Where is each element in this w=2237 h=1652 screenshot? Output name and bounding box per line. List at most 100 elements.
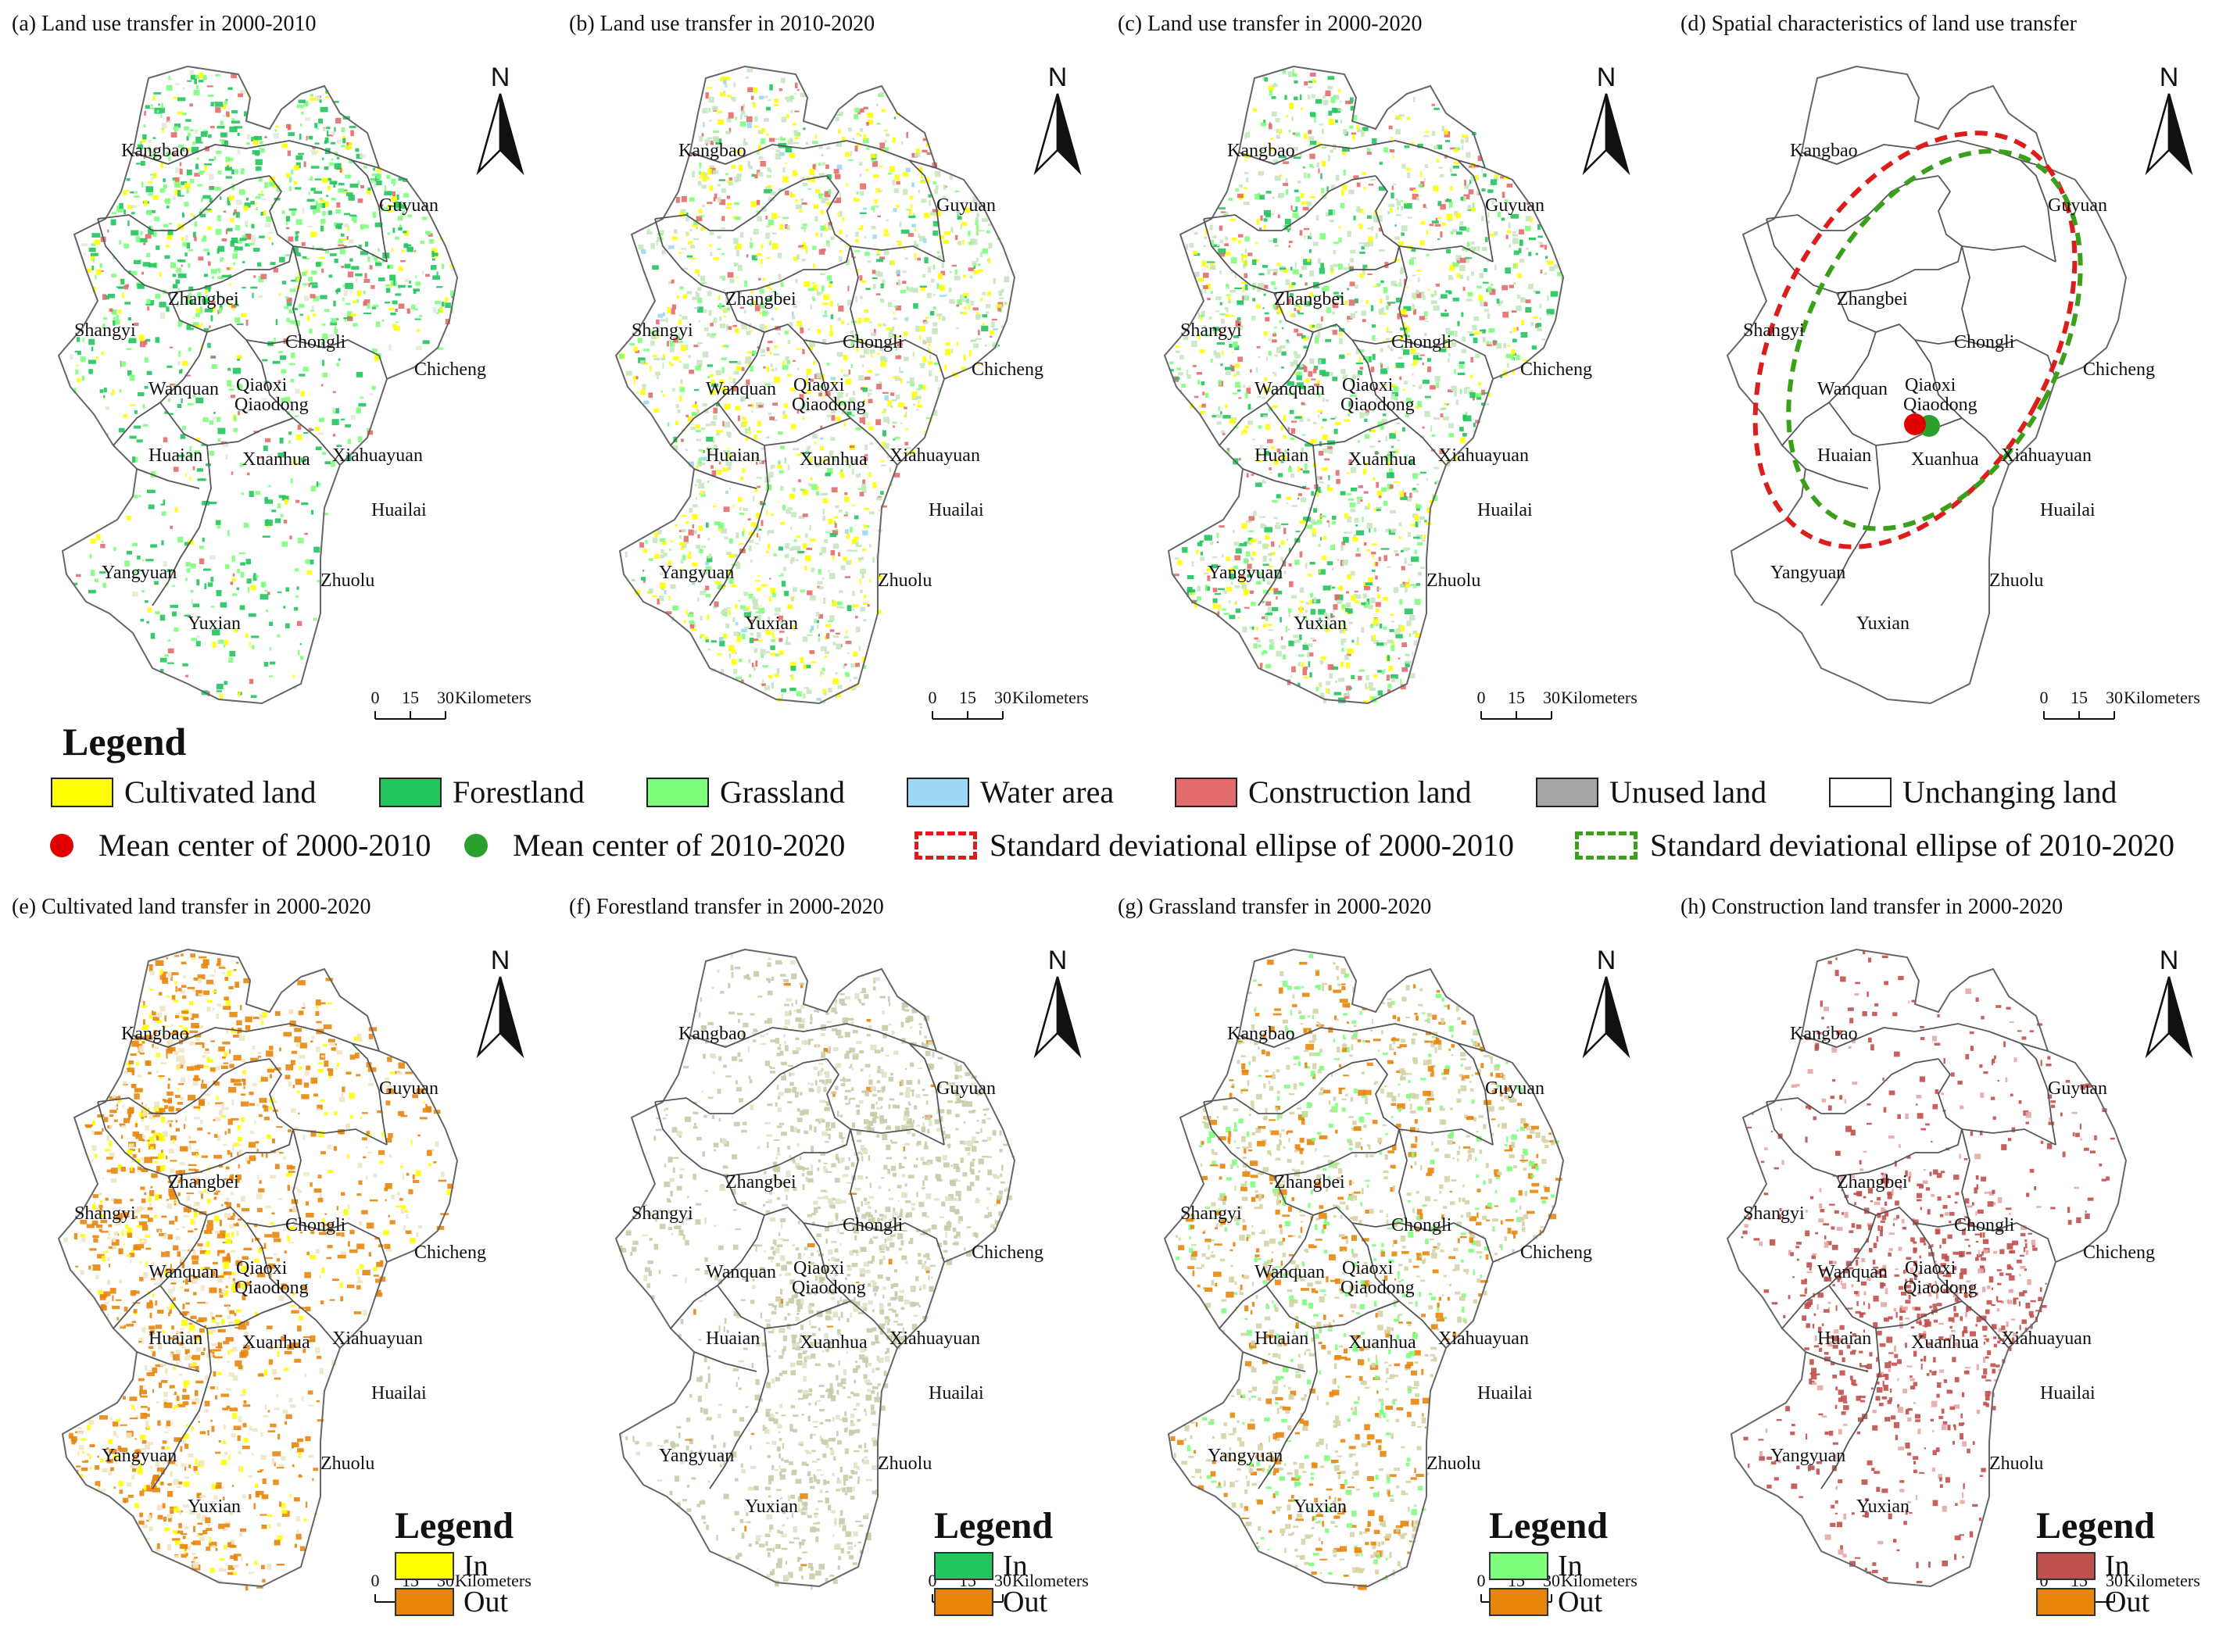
legend-item-grass: Grassland <box>646 774 845 810</box>
district-label: Chicheng <box>2083 1243 2155 1263</box>
map-b: Kangbao Guyuan Zhangbei Shangyi Chongli Chich… <box>614 63 1089 720</box>
district-label: Huaian <box>1255 445 1308 466</box>
county-boundary <box>245 339 388 380</box>
district-label: Shangyi <box>1743 320 1805 341</box>
legend-label: Unchanging land <box>1902 774 2117 810</box>
county-boundary <box>693 1351 757 1372</box>
district-label: Chongli <box>1391 332 1452 352</box>
county-boundary <box>654 175 828 231</box>
district-label: Xuanhua <box>800 449 868 470</box>
county-boundary <box>132 140 380 169</box>
county-boundary <box>1242 468 1306 489</box>
district-label: Huaian <box>1817 1328 1871 1349</box>
north-arrow-icon: N <box>1582 946 1630 1059</box>
district-label: Zhuolu <box>878 1454 932 1474</box>
district-label: Yangyuan <box>659 1446 734 1466</box>
legend-item-forest: Forestland <box>379 774 585 810</box>
county-boundary <box>222 1128 294 1165</box>
map-a: Kangbao Guyuan Zhangbei Shangyi Chongli Chich… <box>57 63 532 720</box>
district-label: Yuxian <box>188 613 241 634</box>
district-label: Kangbao <box>1790 141 1858 161</box>
county-boundary <box>245 1222 388 1263</box>
county-boundary <box>908 159 945 263</box>
district-label: Zhangbei <box>168 289 239 309</box>
district-label: Huailai <box>2040 1383 2096 1403</box>
county-boundary <box>2020 1042 2056 1146</box>
panel-title: (e) Cultivated land transfer in 2000-202… <box>12 895 371 919</box>
district-label: Chongli <box>285 1215 346 1235</box>
district-label: Qiaoxi <box>793 1258 845 1278</box>
legend-label: Construction land <box>1248 774 1472 810</box>
county-boundary <box>1203 175 1376 231</box>
county-boundary <box>159 1285 294 1329</box>
legend-label: Water area <box>980 774 1115 810</box>
legend-dot <box>50 833 73 857</box>
district-label: Wanquan <box>149 379 219 399</box>
county-boundary <box>1203 1058 1376 1114</box>
county-boundary <box>850 1128 859 1224</box>
county-boundary <box>803 339 945 380</box>
legend-swatch <box>646 777 709 807</box>
prefecture-boundary <box>1163 948 1565 1588</box>
district-label: Chongli <box>1954 332 2015 352</box>
county-boundary <box>1961 245 1970 341</box>
county-boundary <box>292 1128 302 1224</box>
legend-label: Standard deviational ellipse of 2010-202… <box>1650 828 2174 863</box>
mini-legend-e: Legend In Out <box>395 1504 567 1637</box>
county-boundary <box>97 175 270 231</box>
landuse-patches <box>618 68 1010 704</box>
svg-text:0: 0 <box>929 688 937 707</box>
mini-legend-label: Out <box>1003 1586 1047 1618</box>
svg-text:0: 0 <box>371 688 380 707</box>
svg-text:Kilometers: Kilometers <box>455 688 532 707</box>
county-boundary <box>1914 1222 2056 1263</box>
district-label: Yangyuan <box>1770 1446 1845 1466</box>
district-label: Zhangbei <box>725 289 796 309</box>
mini-legend-title: Legend <box>1489 1505 1609 1547</box>
map-f: Kangbao Guyuan Zhangbei Shangyi Chongli Chich… <box>614 946 1089 1603</box>
district-label: Zhangbei <box>725 1172 796 1193</box>
district-label: Yuxian <box>1294 1496 1347 1517</box>
district-label: Huailai <box>371 1383 427 1403</box>
district-label: Zhangbei <box>1274 1172 1345 1193</box>
mini-legend-out: Out <box>1489 1584 1661 1620</box>
district-label: Huailai <box>2040 500 2096 520</box>
north-arrow-icon: N <box>2145 63 2193 176</box>
district-label: Chongli <box>1954 1215 2015 1235</box>
county-boundary <box>1351 339 1447 466</box>
district-label: Shangyi <box>632 1203 693 1224</box>
district-label: Xuanhua <box>1348 449 1416 470</box>
prefecture-boundary <box>1163 65 1565 705</box>
county-boundary <box>689 140 937 169</box>
county-boundary <box>2020 159 2056 263</box>
district-label: Huaian <box>149 445 202 466</box>
mini-legend-label: In <box>1558 1550 1583 1582</box>
county-boundary <box>1805 1351 1869 1372</box>
mini-legend-h: Legend In Out <box>2036 1504 2208 1637</box>
panel-f: (f) Forestland transfer in 2000-2020 Kan… <box>569 895 1128 1622</box>
district-label: Chongli <box>285 332 346 352</box>
map-h: Kangbao Guyuan Zhangbei Shangyi Chongli Chich… <box>1726 946 2200 1603</box>
legend-swatch <box>51 777 113 807</box>
county-boundary <box>1238 1023 1486 1052</box>
district-label: Wanquan <box>1817 1262 1888 1282</box>
prefecture-boundary <box>1726 65 2128 705</box>
county-boundary <box>351 159 388 263</box>
legend-dash <box>914 831 977 860</box>
district-label: Wanquan <box>1255 1262 1325 1282</box>
district-label: Kangbao <box>121 141 189 161</box>
district-label: Qiaoxi <box>793 375 845 395</box>
mini-legend-label: Out <box>464 1586 508 1618</box>
county-boundary <box>97 1101 224 1177</box>
district-label: Qiaodong <box>234 395 309 415</box>
county-boundary <box>97 218 224 294</box>
district-label: Kangbao <box>678 141 746 161</box>
county-boundary <box>292 245 302 341</box>
mini-legend-out: Out <box>2036 1584 2208 1620</box>
county-boundary <box>709 445 769 606</box>
county-boundary <box>1457 159 1494 263</box>
map-e: Kangbao Guyuan Zhangbei Shangyi Chongli Chich… <box>57 946 532 1603</box>
county-boundary <box>779 1128 851 1165</box>
county-boundary <box>717 402 851 446</box>
county-boundary <box>654 218 781 294</box>
